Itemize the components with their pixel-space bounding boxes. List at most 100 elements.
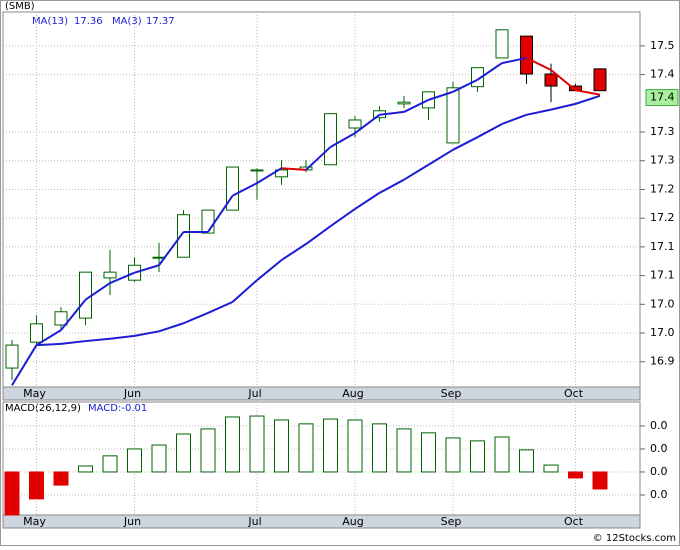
macd-bar bbox=[127, 448, 142, 473]
ma-line bbox=[231, 279, 258, 303]
candle-body bbox=[446, 87, 460, 144]
ma-line bbox=[158, 231, 185, 266]
macd-bar bbox=[151, 444, 167, 473]
y-tick-label: 17.3 bbox=[650, 154, 675, 167]
macd-bar bbox=[29, 471, 44, 500]
ma-line bbox=[109, 334, 135, 340]
x-tick-label: May bbox=[23, 515, 46, 528]
macd-bar bbox=[396, 428, 412, 473]
macd-bar bbox=[543, 464, 559, 473]
ma-line bbox=[207, 195, 234, 233]
ticker: (SMB) bbox=[5, 1, 35, 12]
candle-body bbox=[5, 344, 19, 369]
legend-value: 17.36 bbox=[74, 16, 103, 27]
macd-bar bbox=[274, 419, 289, 473]
macd-bar bbox=[249, 415, 265, 473]
ma-line bbox=[35, 329, 62, 346]
macd-bar bbox=[421, 432, 436, 473]
legend-name: MA(3) bbox=[112, 16, 142, 27]
candle-body bbox=[324, 113, 337, 166]
candle-body bbox=[250, 169, 264, 172]
x-tick-label: Oct bbox=[564, 515, 584, 528]
y-tick-label: 17.4 bbox=[650, 68, 675, 81]
ma-line bbox=[85, 337, 111, 343]
y-tick-label: 0.0 bbox=[650, 465, 668, 478]
y-tick-label: 17.0 bbox=[650, 326, 675, 339]
candle-body bbox=[79, 271, 92, 319]
x-tick-label: Jul bbox=[247, 387, 261, 400]
ma-line bbox=[452, 78, 478, 93]
macd-legend: MACD:-0.01 bbox=[88, 403, 147, 414]
candle-body bbox=[54, 311, 68, 326]
macd-bar bbox=[200, 428, 216, 473]
y-tick-label: 0.0 bbox=[650, 442, 668, 455]
macd-title: MACD(26,12,9) bbox=[5, 403, 81, 414]
ma-line bbox=[403, 98, 429, 113]
ma-line bbox=[379, 110, 405, 116]
x-tick-label: Sep bbox=[441, 515, 462, 528]
candle-body bbox=[397, 101, 411, 105]
ma-line bbox=[501, 113, 527, 125]
macd-panel bbox=[2, 401, 641, 516]
candle-body bbox=[348, 119, 362, 129]
ma-line bbox=[134, 330, 160, 337]
ma-line bbox=[403, 163, 430, 181]
ma-line bbox=[501, 56, 527, 65]
y-tick-label: 17.1 bbox=[650, 240, 675, 253]
ma-line bbox=[526, 57, 552, 71]
y-tick-label: 17.3 bbox=[650, 125, 675, 138]
macd-bar bbox=[4, 471, 20, 516]
macd-bar bbox=[78, 465, 93, 473]
ma-line bbox=[158, 322, 184, 333]
ma-line bbox=[330, 132, 356, 148]
legend-value: 17.37 bbox=[146, 16, 175, 27]
ma-line bbox=[60, 340, 86, 345]
macd-bar bbox=[102, 455, 118, 473]
x-tick-label: Jul bbox=[247, 515, 261, 528]
ma-line bbox=[379, 178, 405, 194]
y-tick-label: 17.2 bbox=[650, 182, 675, 195]
x-tick-label: Jun bbox=[123, 387, 141, 400]
ma-line bbox=[256, 259, 283, 281]
macd-bar bbox=[494, 436, 510, 473]
ma-line bbox=[354, 192, 381, 210]
ma-line bbox=[427, 148, 454, 166]
x-tick-label: Aug bbox=[342, 515, 363, 528]
candle-body bbox=[201, 209, 215, 234]
macd-bar bbox=[298, 423, 314, 473]
x-axis-band bbox=[2, 514, 641, 529]
last-price-label: 17.4 bbox=[650, 91, 675, 104]
ma-line bbox=[232, 182, 258, 197]
ma-line bbox=[183, 311, 209, 325]
ma-line bbox=[452, 136, 478, 151]
x-axis-band bbox=[2, 386, 641, 401]
ma-line bbox=[281, 167, 307, 171]
ma-line bbox=[575, 94, 601, 105]
ma-line bbox=[305, 146, 332, 171]
macd-bar bbox=[53, 471, 69, 486]
ma-line bbox=[256, 167, 283, 184]
candle-body bbox=[299, 166, 313, 171]
x-tick-label: Aug bbox=[342, 387, 363, 400]
macd-bar bbox=[372, 423, 387, 473]
ma-line bbox=[526, 108, 552, 116]
y-tick-label: 17.1 bbox=[650, 269, 675, 282]
y-tick-label: 17.2 bbox=[650, 211, 675, 224]
candle-body bbox=[275, 169, 288, 178]
ma-line bbox=[134, 264, 160, 274]
ma-line bbox=[36, 342, 62, 347]
y-tick-label: 17.5 bbox=[650, 39, 675, 52]
footer: © 12Stocks.com bbox=[593, 533, 676, 544]
candle-body bbox=[544, 73, 558, 87]
candle-body bbox=[103, 271, 117, 279]
candle-body bbox=[520, 35, 533, 75]
ma-line bbox=[109, 271, 135, 284]
ma-line bbox=[329, 208, 356, 228]
macd-bar bbox=[519, 449, 534, 473]
ma-line bbox=[550, 69, 577, 91]
ma-line bbox=[305, 225, 332, 245]
price-panel bbox=[2, 11, 641, 388]
candle-body bbox=[495, 29, 509, 59]
ma-line bbox=[280, 243, 307, 261]
